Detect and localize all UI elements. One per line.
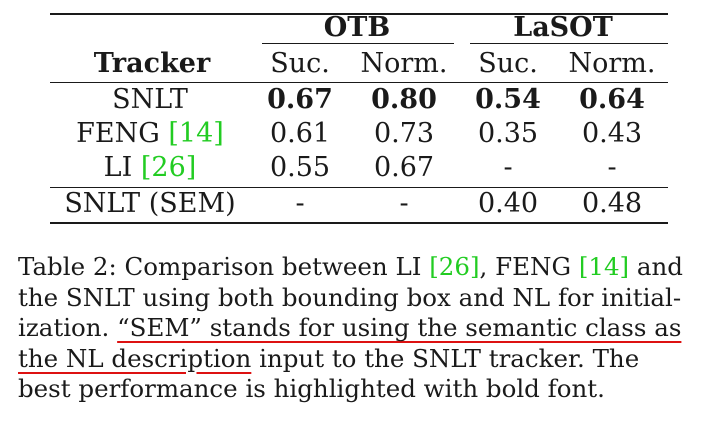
caption-text: , FENG — [479, 252, 579, 281]
row-snlt-sem-lasot-norm: 0.48 — [581, 188, 643, 219]
row-li-otb-suc: 0.55 — [269, 152, 331, 183]
row-feng-otb-norm: 0.73 — [373, 118, 435, 149]
col-header-otb-norm: Norm. — [360, 48, 448, 79]
row-snlt-otb-suc: 0.67 — [267, 84, 333, 115]
top-rule — [50, 13, 668, 15]
row-snlt-sem-lasot-suc: 0.40 — [477, 188, 539, 219]
caption-line-3: ization. “SEM” stands for using the sema… — [18, 313, 710, 344]
header-rule — [50, 82, 668, 83]
caption-text: ization. — [18, 313, 118, 342]
caption-line-5: best performance is highlighted with bol… — [18, 374, 605, 403]
caption-text: and — [629, 252, 683, 281]
section-rule — [50, 187, 668, 188]
row-snlt-sem-otb-suc: - — [295, 188, 305, 219]
row-snlt-lasot-suc: 0.54 — [475, 84, 541, 115]
row-feng-lasot-norm: 0.43 — [581, 118, 643, 149]
caption-text: Table 2: Comparison between LI — [18, 252, 430, 281]
row-snlt-sem-tracker: SNLT (SEM) — [64, 188, 236, 219]
row-feng-otb-suc: 0.61 — [269, 118, 331, 149]
group-rule-lasot — [470, 43, 668, 44]
caption-line-2: the SNLT using both bounding box and NL … — [18, 282, 682, 312]
row-snlt-lasot-norm: 0.64 — [579, 84, 645, 115]
group-header-lasot: LaSOT — [513, 12, 613, 43]
col-header-tracker: Tracker — [93, 48, 211, 79]
row-snlt-sem-otb-norm: - — [399, 188, 409, 219]
row-li-cite[interactable]: [26] — [140, 152, 197, 183]
caption-underlined-text: “SEM” stands for using the semantic clas… — [117, 313, 682, 342]
row-li-tracker: LI [26] — [104, 151, 197, 185]
caption-underlined-text: the NL description — [18, 343, 252, 373]
row-li-lasot-norm: - — [607, 152, 617, 183]
col-header-lasot-norm: Norm. — [568, 48, 656, 79]
row-li-name: LI — [103, 152, 133, 183]
row-li-lasot-suc: - — [503, 152, 513, 183]
table-caption: Table 2: Comparison between LI [26], FEN… — [18, 252, 710, 405]
col-header-lasot-suc: Suc. — [478, 48, 538, 79]
row-li-otb-norm: 0.67 — [373, 152, 435, 183]
col-header-otb-suc: Suc. — [270, 48, 330, 79]
bottom-rule — [50, 222, 668, 224]
row-feng-lasot-suc: 0.35 — [477, 118, 539, 149]
caption-line-4: the NL description input to the SNLT tra… — [18, 344, 710, 375]
row-feng-tracker: FENG [14] — [76, 117, 224, 151]
caption-cite-feng[interactable]: [14] — [578, 252, 630, 281]
row-feng-cite[interactable]: [14] — [168, 118, 224, 149]
group-rule-otb — [262, 43, 454, 44]
caption-line-1: Table 2: Comparison between LI [26], FEN… — [18, 252, 710, 283]
caption-text: input to the SNLT tracker. The — [251, 343, 640, 373]
row-snlt-tracker: SNLT — [112, 84, 188, 115]
group-header-otb: OTB — [323, 12, 391, 43]
row-snlt-otb-norm: 0.80 — [371, 84, 437, 115]
row-feng-name: FENG — [76, 118, 160, 149]
caption-cite-li[interactable]: [26] — [429, 252, 480, 281]
